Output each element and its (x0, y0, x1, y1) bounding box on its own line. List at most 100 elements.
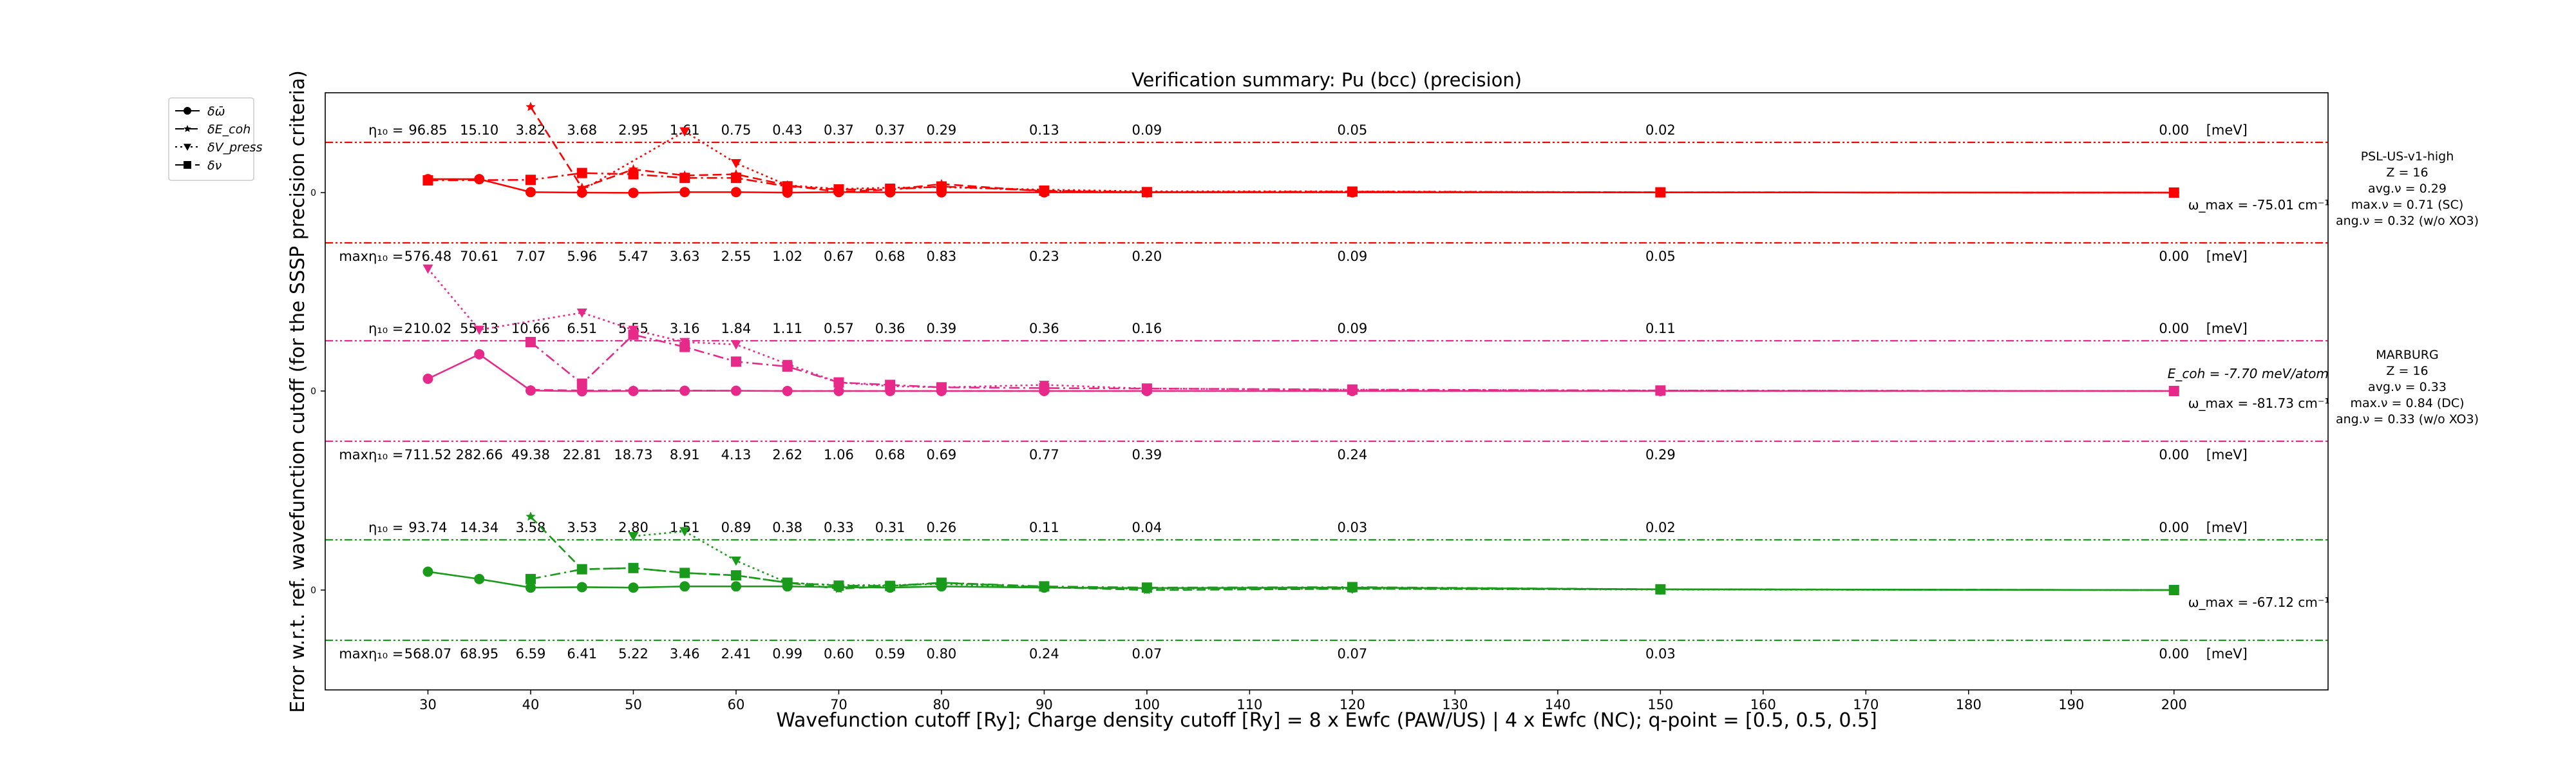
panel-series (422, 264, 2179, 397)
max-eta-value: 0.99 (772, 646, 802, 662)
x-tick-label: 70 (830, 697, 848, 712)
eta-value: 0.39 (927, 321, 957, 336)
pseudo-info-line: Z = 16 (2386, 364, 2428, 378)
max-eta-value: 7.07 (516, 249, 546, 264)
series-line (530, 334, 2174, 392)
series-marker (628, 582, 639, 593)
legend: δω̄ δE_coh δV_press δν (168, 97, 263, 181)
series-line (530, 516, 2174, 591)
series-marker (679, 581, 690, 592)
max-eta-value: 70.61 (460, 249, 498, 264)
x-tick-label: 80 (933, 697, 951, 712)
max-eta-value: 0.59 (875, 646, 905, 662)
chart-title: Verification summary: Pu (bcc) (precisio… (1132, 69, 1522, 91)
eta-value: 0.36 (1029, 321, 1059, 336)
series-marker (525, 573, 536, 584)
series-marker (628, 329, 639, 340)
series-marker (525, 175, 536, 186)
axes-frame (325, 92, 2329, 691)
max-eta-value: 5.47 (618, 249, 649, 264)
y-axis-label: Error w.r.t. ref. wavefunction cutoff (f… (287, 70, 309, 713)
eta-value: 3.68 (567, 122, 597, 138)
max-eta-value: 49.38 (511, 447, 550, 463)
max-eta-value: 0.29 (1645, 447, 1676, 463)
series-marker (1039, 383, 1050, 394)
eta-row-prefix: η₁₀ = (368, 122, 403, 138)
x-tick-label: 190 (2058, 697, 2084, 712)
series-marker (782, 386, 793, 396)
max-eta-value: 0.77 (1029, 447, 1059, 463)
pseudo-info-line: ang.ν = 0.33 (w/o XO3) (2336, 412, 2479, 426)
max-eta-value: 3.63 (670, 249, 700, 264)
eta-value: 15.10 (460, 122, 498, 138)
eta-value: 0.43 (772, 122, 802, 138)
series-marker (474, 325, 485, 335)
series-marker (1655, 385, 1666, 396)
series-marker (833, 184, 844, 195)
x-axis-label: Wavefunction cutoff [Ry]; Charge density… (776, 709, 1877, 732)
series-marker (422, 175, 433, 186)
x-tick-label: 170 (1853, 697, 1879, 712)
max-eta-row: maxη₁₀ = 711.52 282.66 49.38 22.81 18.73 8.91 4… (339, 447, 2248, 463)
series-marker (730, 581, 741, 592)
series-marker (576, 309, 587, 318)
max-eta-value: 0.39 (1132, 447, 1162, 463)
pseudo-info-line: avg.ν = 0.29 (2368, 182, 2447, 196)
eta-value: 0.00 (2159, 321, 2189, 336)
series-marker (576, 167, 587, 178)
series-marker (526, 102, 536, 111)
eta-row-prefix: η₁₀ = (368, 321, 403, 336)
series-marker (833, 386, 844, 396)
eta-value: 0.13 (1029, 122, 1059, 138)
series-marker (679, 341, 690, 352)
eta-value: 0.05 (1337, 122, 1367, 138)
max-eta-value: 0.24 (1029, 646, 1059, 662)
series-marker (730, 557, 741, 566)
eta-unit: [meV] (2206, 321, 2248, 336)
eta-value: 0.09 (1132, 122, 1162, 138)
max-eta-value: 0.03 (1645, 646, 1676, 662)
legend-marker (184, 161, 191, 169)
max-eta-value: 0.00 (2159, 447, 2189, 463)
eta-value: 3.82 (516, 122, 546, 138)
x-tick-label: 40 (522, 697, 540, 712)
series-marker (526, 385, 536, 394)
eta-value: 93.74 (408, 520, 447, 535)
x-tick-label: 180 (1956, 697, 1982, 712)
series-marker (2168, 585, 2179, 595)
eta-value: 3.16 (670, 321, 700, 336)
max-eta-value: 2.41 (721, 646, 752, 662)
max-eta-value: 0.80 (927, 646, 957, 662)
series-marker (576, 186, 587, 196)
series-marker (628, 562, 639, 573)
series-marker (422, 264, 433, 274)
series-marker (936, 382, 947, 393)
eta-row: η₁₀ =93.7414.343.583.532.801.510.890.380… (368, 520, 2248, 535)
x-tick-label: 200 (2161, 697, 2187, 712)
legend-marker (184, 125, 191, 132)
max-eta-value: 282.66 (455, 447, 502, 463)
eta-value: 0.33 (824, 520, 854, 535)
eta-value: 96.85 (408, 122, 447, 138)
series-marker (526, 511, 536, 521)
x-tick-label: 110 (1236, 697, 1262, 712)
max-eta-value: 5.22 (618, 646, 649, 662)
max-eta-value: 6.59 (516, 646, 546, 662)
eta-value: 14.34 (460, 520, 498, 535)
x-tick-label: 60 (728, 697, 745, 712)
max-eta-row-prefix: maxη₁₀ = (339, 447, 403, 463)
series-marker (679, 568, 690, 578)
series-line (530, 388, 2174, 392)
pseudo-info: PSL-US-v1-high Z = 16 avg.ν = 0.29 max.ν = … (2336, 149, 2479, 228)
omega-max-label: ω_max = -67.12 cm⁻¹ (2188, 595, 2330, 610)
max-eta-row-prefix: maxη₁₀ = (339, 249, 403, 264)
eta-value: 2.95 (618, 122, 649, 138)
eta-value: 10.66 (511, 321, 550, 336)
max-eta-value: 0.69 (927, 447, 957, 463)
max-eta-value: 0.67 (824, 249, 854, 264)
max-eta-value: 0.07 (1132, 646, 1162, 662)
zero-tick-label: 0 (310, 188, 316, 198)
legend-label: δE_coh (207, 122, 251, 137)
